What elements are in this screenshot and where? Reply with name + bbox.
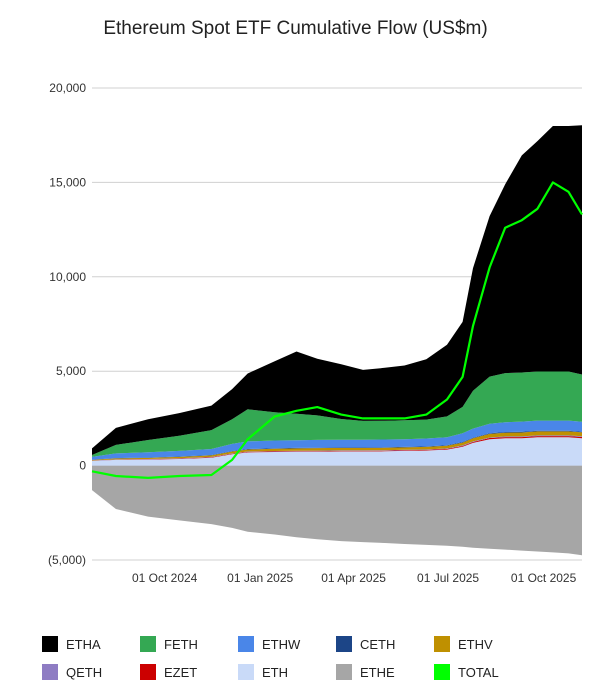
x-tick-label: 01 Oct 2025 xyxy=(511,571,577,585)
legend-swatch xyxy=(140,664,156,680)
legend-item-ethv: ETHV xyxy=(434,634,532,654)
legend-item-total: TOTAL xyxy=(434,662,532,682)
legend-swatch xyxy=(434,636,450,652)
y-tick-label: 10,000 xyxy=(49,270,86,284)
y-tick-label: 20,000 xyxy=(49,81,86,95)
area-ethe xyxy=(92,465,582,556)
legend-swatch xyxy=(140,636,156,652)
area-series xyxy=(92,125,582,556)
legend-item-eth: ETH xyxy=(238,662,336,682)
x-tick-label: 01 Oct 2024 xyxy=(132,571,198,585)
y-tick-label: (5,000) xyxy=(48,553,86,567)
legend-label: FETH xyxy=(164,636,198,652)
chart-svg: 20,000 15,000 10,000 5,000 0 (5,000) 01 Oct 2… xyxy=(48,81,583,585)
x-tick-label: 01 Apr 2025 xyxy=(321,571,386,585)
legend-item-ethw: ETHW xyxy=(238,634,336,654)
legend-swatch xyxy=(336,636,352,652)
legend-item-feth: FETH xyxy=(140,634,238,654)
legend: ETHA FETH ETHW CETH ETHV QETH EZET ETH ETHE TOTA… xyxy=(42,634,562,690)
y-tick-label: 15,000 xyxy=(49,175,86,189)
line-total xyxy=(91,181,583,479)
chart-title: Ethereum Spot ETF Cumulative Flow (US$m) xyxy=(103,18,488,39)
legend-row: QETH EZET ETH ETHE TOTAL xyxy=(42,662,562,682)
legend-label: TOTAL xyxy=(458,664,499,680)
legend-item-etha: ETHA xyxy=(42,634,140,654)
legend-label: EZET xyxy=(164,664,198,680)
x-tick-label: 01 Jul 2025 xyxy=(417,571,479,585)
legend-row: ETHA FETH ETHW CETH ETHV xyxy=(42,634,562,654)
legend-item-qeth: QETH xyxy=(42,662,140,682)
legend-item-ceth: CETH xyxy=(336,634,434,654)
y-axis: 20,000 15,000 10,000 5,000 0 (5,000) xyxy=(48,81,86,567)
legend-label: ETHA xyxy=(66,636,101,652)
area-etha xyxy=(92,125,582,456)
legend-swatch xyxy=(42,636,58,652)
legend-label: ETHW xyxy=(262,636,301,652)
total-line xyxy=(91,181,583,479)
x-tick-label: 01 Jan 2025 xyxy=(227,571,293,585)
legend-label: ETHE xyxy=(360,664,395,680)
y-tick-label: 5,000 xyxy=(56,364,86,378)
legend-swatch xyxy=(238,636,254,652)
y-tick-label: 0 xyxy=(79,459,86,473)
legend-item-ethe: ETHE xyxy=(336,662,434,682)
legend-swatch xyxy=(238,664,254,680)
legend-item-ezet: EZET xyxy=(140,662,238,682)
legend-label: ETHV xyxy=(458,636,493,652)
legend-label: CETH xyxy=(360,636,396,652)
area-eth xyxy=(92,437,582,466)
legend-label: ETH xyxy=(262,664,288,680)
legend-swatch xyxy=(434,664,450,680)
area-feth xyxy=(92,371,582,457)
legend-swatch xyxy=(336,664,352,680)
area-ethw xyxy=(92,420,582,460)
legend-swatch xyxy=(42,664,58,680)
legend-label: QETH xyxy=(66,664,103,680)
area-ethv xyxy=(92,431,582,461)
x-axis: 01 Oct 2024 01 Jan 2025 01 Apr 2025 01 Jul … xyxy=(132,571,577,585)
